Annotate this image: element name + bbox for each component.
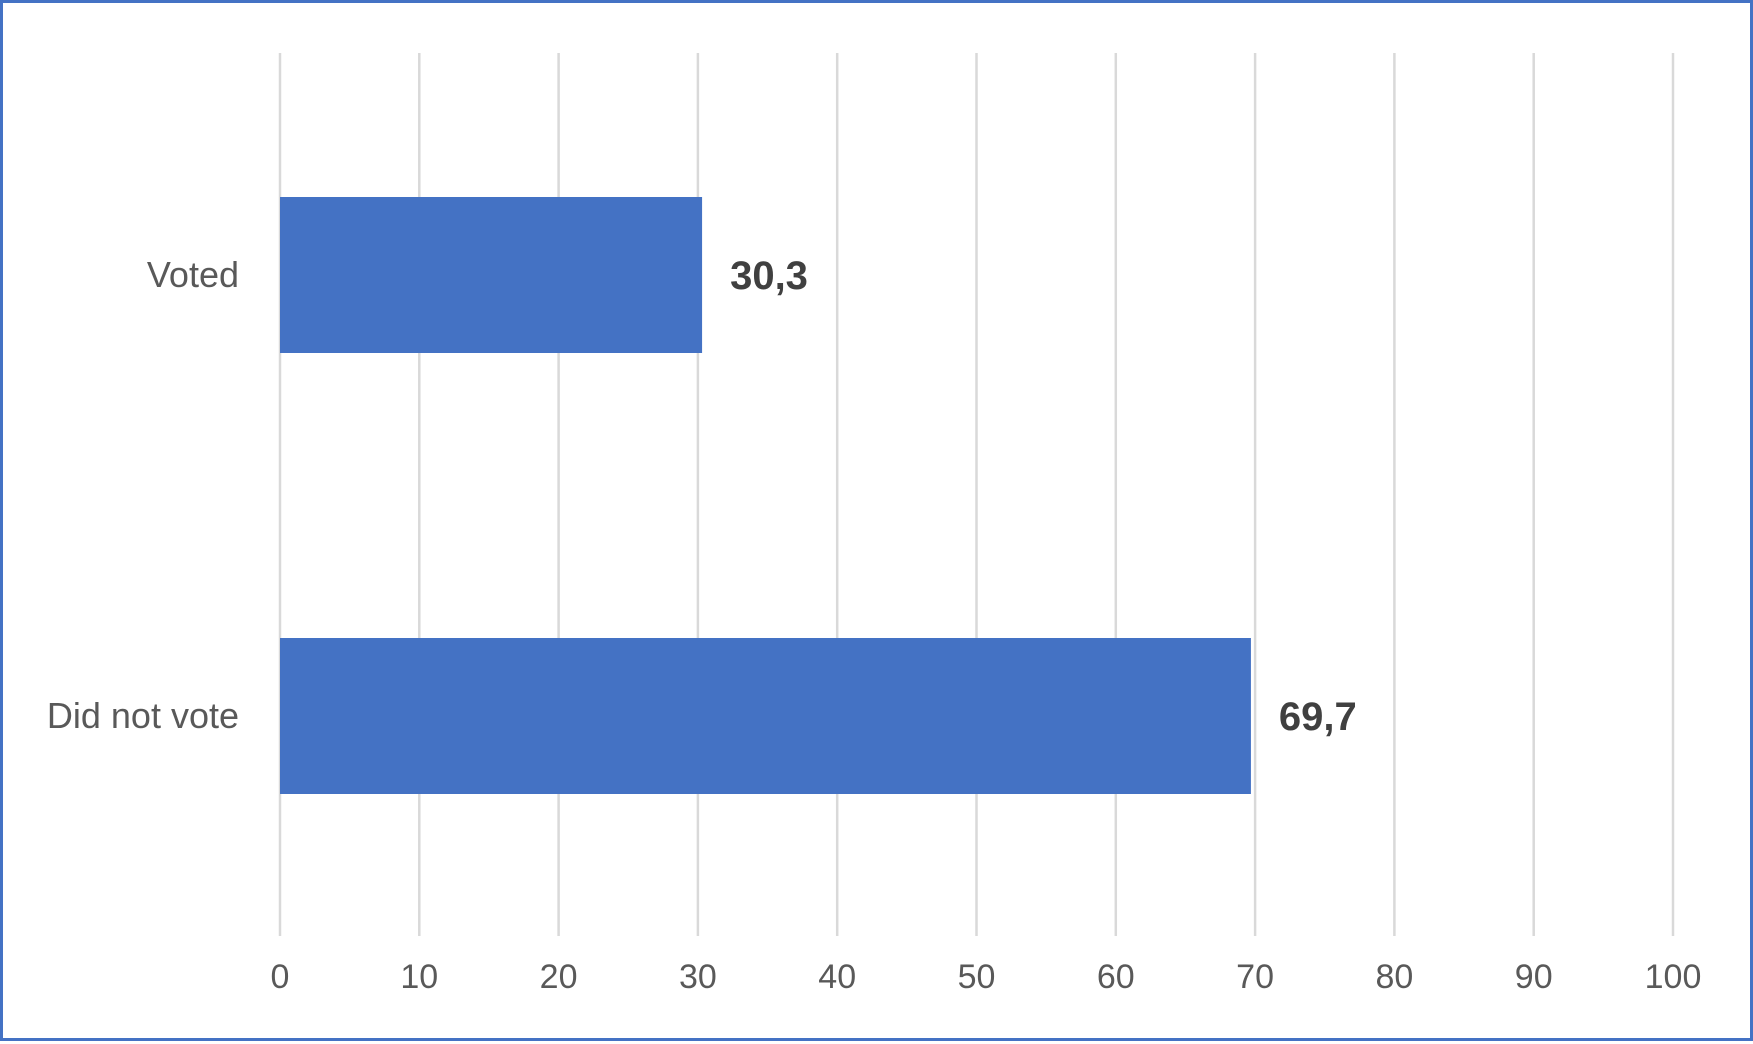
bar-did-not-vote [280, 638, 1251, 794]
x-tick-label-100: 100 [1645, 958, 1702, 996]
x-tick-label-30: 30 [679, 958, 717, 996]
x-tick-label-90: 90 [1515, 958, 1553, 996]
x-tick-label-0: 0 [271, 958, 290, 996]
x-tick-label-70: 70 [1236, 958, 1274, 996]
x-tick-label-40: 40 [818, 958, 856, 996]
data-label-voted: 30,3 [730, 254, 808, 298]
category-label-voted: Voted [147, 254, 239, 295]
bar-voted [280, 197, 703, 353]
labels: 0 10 20 30 40 50 60 70 80 90 100 Voted 30,3 Did not v… [47, 254, 1701, 996]
x-tick-label-80: 80 [1375, 958, 1413, 996]
category-label-did-not-vote: Did not vote [47, 695, 239, 736]
data-label-did-not-vote: 69,7 [1279, 695, 1357, 739]
bars [280, 197, 1251, 794]
bar-chart: 0 10 20 30 40 50 60 70 80 90 100 Voted 30,3 Did not v… [47, 53, 1701, 996]
gridlines [278, 53, 1675, 936]
x-tick-label-60: 60 [1097, 958, 1135, 996]
x-tick-label-10: 10 [400, 958, 438, 996]
x-tick-label-20: 20 [540, 958, 578, 996]
x-tick-label-50: 50 [958, 958, 996, 996]
